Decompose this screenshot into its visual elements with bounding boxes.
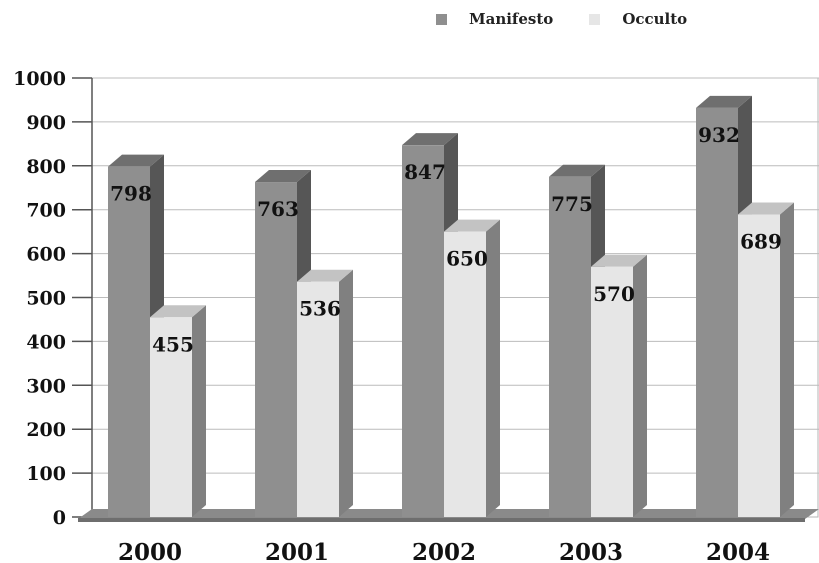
bar-manifesto: [108, 166, 150, 518]
y-tick-label: 300: [26, 375, 66, 397]
bar-top-manifesto: [108, 154, 164, 167]
legend-item-occulto: Occulto: [589, 10, 687, 28]
y-tick-label: 400: [26, 331, 66, 353]
data-label: 763: [257, 197, 299, 221]
chart-floor-edge: [78, 518, 805, 522]
data-label: 650: [446, 247, 488, 271]
data-label: 775: [551, 192, 593, 216]
x-tick-label: 2002: [412, 539, 476, 563]
y-tick-label: 600: [26, 244, 66, 266]
y-tick-label: 800: [26, 156, 66, 178]
bar-top-manifesto: [696, 95, 752, 108]
legend-label-occulto: Occulto: [622, 10, 688, 28]
bar-top-manifesto: [255, 170, 311, 183]
bar-occulto: [591, 266, 633, 517]
bar-side-occulto: [780, 202, 794, 518]
data-label: 932: [698, 123, 740, 147]
legend-swatch-manifesto: [436, 13, 447, 25]
bar-manifesto: [549, 176, 591, 517]
bar-manifesto: [255, 182, 297, 517]
y-tick-label: 700: [26, 200, 66, 222]
y-tick-label: 200: [26, 419, 66, 441]
y-tick-label: 0: [53, 507, 66, 529]
x-tick-label: 2000: [118, 539, 182, 563]
bar-top-occulto: [297, 269, 353, 282]
legend-item-manifesto: Manifesto: [436, 10, 553, 28]
data-label: 570: [593, 282, 635, 306]
bar-top-occulto: [591, 254, 647, 267]
chart-legend: Manifesto Occulto: [436, 10, 723, 28]
data-label: 689: [740, 230, 782, 254]
data-label: 847: [404, 160, 446, 184]
legend-swatch-occulto: [589, 13, 601, 25]
bar-top-manifesto: [402, 133, 458, 146]
y-tick-label: 500: [26, 288, 66, 310]
y-tick-label: 900: [26, 112, 66, 134]
bar-side-occulto: [192, 305, 206, 517]
data-label: 455: [152, 332, 194, 356]
y-tick-label: 100: [26, 463, 66, 485]
x-tick-label: 2003: [559, 539, 623, 563]
bar-top-occulto: [738, 202, 794, 215]
x-tick-label: 2004: [706, 539, 770, 563]
legend-label-manifesto: Manifesto: [469, 10, 554, 28]
bar-occulto: [738, 214, 780, 518]
bar-side-occulto: [486, 219, 500, 517]
bar-occulto: [297, 281, 339, 517]
bar-side-occulto: [633, 254, 647, 517]
data-label: 536: [299, 297, 341, 321]
bar-manifesto: [696, 107, 738, 518]
data-label: 798: [110, 182, 152, 206]
bar-top-occulto: [150, 305, 206, 318]
bar-side-occulto: [339, 269, 353, 517]
x-tick-label: 2001: [265, 539, 329, 563]
y-tick-label: 1000: [13, 68, 66, 90]
bar-occulto: [150, 317, 192, 517]
bar-occulto: [444, 231, 486, 517]
bar-manifesto: [402, 145, 444, 518]
bar-top-manifesto: [549, 164, 605, 177]
bar-top-occulto: [444, 219, 500, 232]
